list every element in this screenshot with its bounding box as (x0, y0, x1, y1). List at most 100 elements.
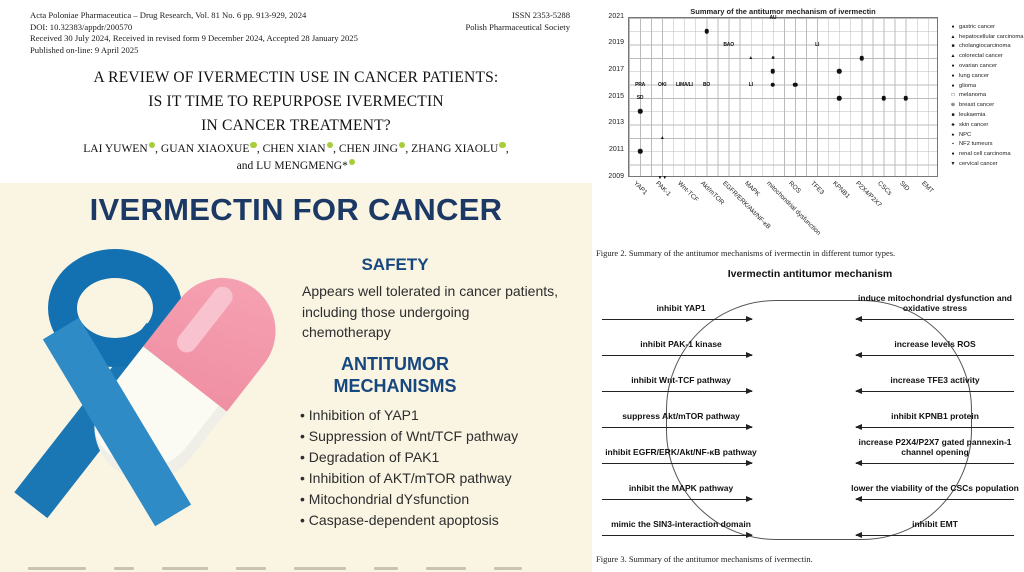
legend-marker-icon: ● (951, 82, 955, 89)
figure2-caption: Figure 2. Summary of the antitumor mecha… (596, 248, 896, 258)
mechanism-label: increase P2X4/P2X7 gated pannexin-1 chan… (858, 437, 1012, 457)
mechanism-item-right: inhibit EMT (850, 504, 1020, 538)
page-title: A REVIEW OF IVERMECTIN USE IN CANCER PAT… (0, 66, 592, 138)
legend-item: ● glioma (950, 81, 1024, 91)
data-point (770, 82, 776, 87)
journal-header-line: Received 30 July 2024, Received in revis… (30, 33, 358, 43)
mechanism-item-left: suppress Akt/mTOR pathway (598, 396, 764, 430)
legend-marker-icon: ♣ (951, 121, 955, 128)
infographic-title: IVERMECTIN FOR CANCER (89, 192, 503, 227)
y-tick-label: 2017 (608, 65, 624, 73)
mechanism-bullet: Mitochondrial dYsfunction (300, 489, 582, 510)
mechanism-item-right: increase levels ROS (850, 324, 1020, 358)
x-tick-label: Wnt-TCF (676, 180, 700, 204)
legend-label: lung cancer (959, 72, 989, 79)
author-separator: , (155, 143, 161, 155)
mechanism-label: inhibit YAP1 (656, 302, 706, 313)
legend-label: glioma (959, 82, 977, 89)
journal-header-line: Published on-line: 9 April 2025 (30, 44, 139, 55)
x-tick-label: ROS (787, 180, 803, 195)
x-tick-label: CSCs (875, 180, 893, 197)
legend-item: ■ leukaemia (950, 110, 1024, 120)
legend-item: ♠ NPC (950, 130, 1024, 140)
legend-marker-icon: ■ (951, 43, 955, 50)
mechanism-label: suppress Akt/mTOR pathway (622, 410, 740, 421)
mechanism-label: inhibit the MAPK pathway (628, 482, 734, 493)
arrow-right (602, 424, 753, 430)
data-point (637, 149, 643, 154)
legend-label: breast cancer (959, 102, 995, 109)
legend-label: leukaemia (959, 112, 986, 119)
mechanism-item-left: inhibit the MAPK pathway (598, 468, 764, 502)
infographic-panel: IVERMECTIN FOR CANCER SAFETY Appears wel… (0, 183, 592, 572)
author-name: LAI YUWEN (83, 143, 148, 155)
orcid-icon (250, 141, 257, 148)
data-point: OKI (658, 81, 667, 88)
arrowhead-left-icon (855, 532, 862, 538)
arrowhead-left-icon (855, 352, 862, 358)
mechanism-item-left: inhibit YAP1 (598, 288, 764, 322)
arrowhead-left-icon (855, 496, 862, 502)
author-name: GUAN XIAOXUE (160, 143, 250, 155)
legend-marker-icon: ⊕ (950, 102, 956, 109)
legend-label: gastric cancer (959, 23, 996, 30)
safety-text: Appears well tolerated in cancer patient… (302, 283, 559, 340)
journal-header-line: ISSN 2353-5288 (511, 10, 570, 20)
authors-line-1: LAI YUWEN, GUAN XIAOXUE, CHEN XIAN, CHEN… (0, 141, 592, 158)
journal-header-line: Polish Pharmaceutical Society (465, 21, 570, 32)
data-point: LIMA/LI (676, 81, 693, 88)
legend-item: ● ovarian cancer (950, 61, 1024, 71)
y-tick-label: 2021 (608, 12, 624, 20)
orcid-icon (326, 141, 334, 148)
legend-item: ● renal cell carcinoma (950, 149, 1024, 159)
legend-marker-icon: ● (951, 151, 955, 158)
arrow-left (855, 424, 1014, 430)
cell-outline-shape (666, 300, 972, 540)
arrowhead-left-icon (855, 388, 862, 394)
paper-title-line: IS IT TIME TO REPURPOSE IVERMECTIN (148, 93, 444, 110)
legend-item: ▲ colorectal cancer (950, 51, 1024, 61)
paper-title-line: IN CANCER TREATMENT? (201, 117, 391, 134)
mechanism-bullet: Inhibition of AKT/mTOR pathway (300, 468, 582, 489)
legend-item: ⊕ breast cancer (950, 100, 1024, 110)
legend-marker-icon: ■ (951, 112, 955, 119)
data-point: ▼▼ (657, 175, 667, 181)
legend-marker-icon: ▲ (950, 33, 956, 40)
legend-item: ● gastric cancer (950, 22, 1024, 32)
data-point: ■ (771, 55, 775, 61)
mechanism-item-left: inhibit PAK-1 kinase (598, 324, 764, 358)
data-point (837, 95, 842, 101)
arrow-left (855, 460, 1014, 466)
journal-header: Acta Poloniae Pharmaceutica – Drug Resea… (30, 10, 570, 56)
mechanism-item-left: inhibit Wnt-TCF pathway (598, 360, 764, 394)
antitumor-mechanisms-heading: ANTITUMOR MECHANISMS (333, 354, 457, 396)
arrow-right (602, 388, 753, 394)
x-tick-label: SID (897, 180, 911, 193)
mechanism-label: increase TFE3 activity (890, 374, 980, 385)
author-name: ZHANG XIAOLU (411, 143, 499, 155)
data-point (903, 95, 909, 101)
data-point (881, 95, 886, 101)
legend-marker-icon: ● (951, 63, 955, 70)
data-point: LI (815, 41, 820, 48)
data-point: SD (636, 95, 644, 101)
legend-item: ▪ NF2 tumeurs (950, 140, 1024, 150)
legend-label: ovarian cancer (959, 63, 998, 70)
legend-marker-icon: ▲ (950, 53, 956, 60)
arrow-right (602, 352, 753, 358)
figure3-title: Ivermectin antitumor mechanism (727, 268, 893, 280)
legend-label: cervical cancer (959, 161, 998, 168)
data-point: AU (769, 15, 777, 21)
arrowhead-right-icon (746, 496, 753, 502)
mechanism-bullet: Caspase-dependent apoptosis (300, 510, 582, 531)
arrowhead-right-icon (746, 532, 753, 538)
legend-label: NF2 tumeurs (959, 141, 993, 148)
author-prefix: and (236, 160, 257, 172)
orcid-icon (398, 141, 406, 148)
data-point: BAO (723, 41, 734, 48)
mechanism-label: inhibit EMT (912, 518, 958, 529)
legend-label: colorectal cancer (959, 53, 1003, 60)
arrow-left (855, 388, 1014, 394)
chart-title: Summary of the antitumor mechanism of iv… (690, 7, 876, 16)
